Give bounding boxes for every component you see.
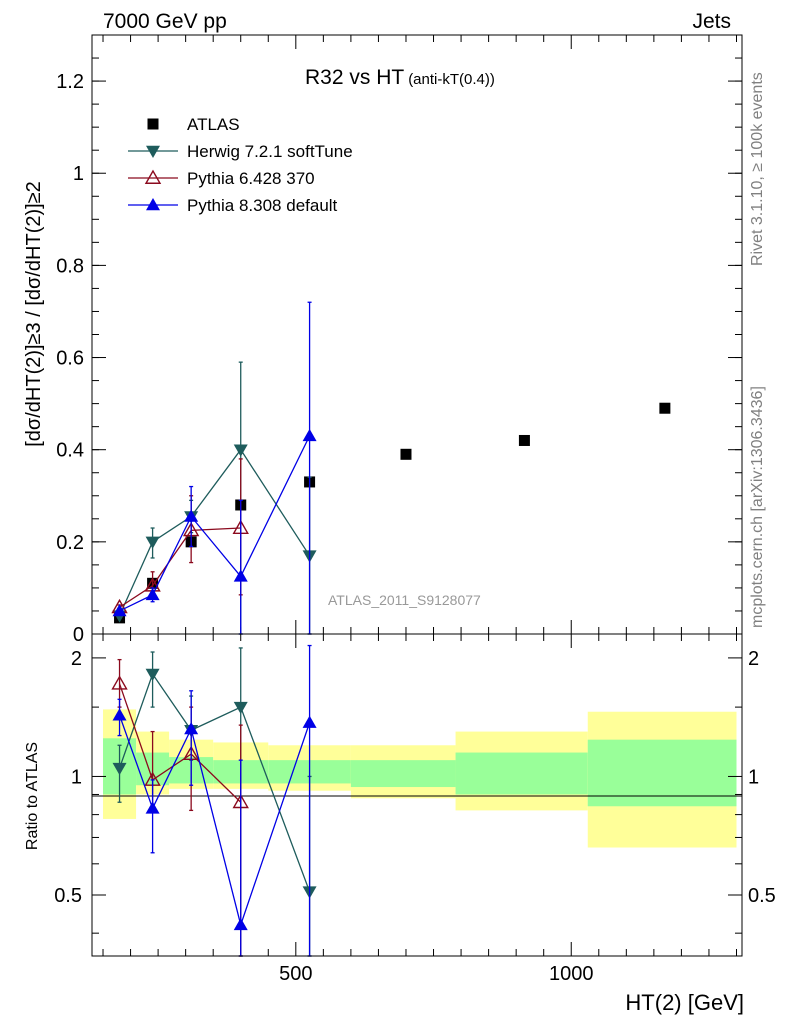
- ratio-data-point: [302, 715, 317, 728]
- ratio-marks: [111, 644, 317, 957]
- data-point: [112, 603, 127, 617]
- main-panel: 0 0.2 0.4 0.6 0.8 1 1.2 R32 vs HT (anti-kT(0.4)…: [23, 34, 743, 646]
- ratio-series-pythia-8-308-default: [112, 644, 317, 957]
- main-ticks: 0 0.2 0.4 0.6 0.8 1 1.2: [56, 34, 742, 646]
- ratio-y-axis-label: Ratio to ATLAS: [24, 742, 41, 850]
- main-y-tick-label: 0: [73, 624, 84, 646]
- data-point: [184, 509, 199, 522]
- legend-marker: [144, 169, 162, 184]
- legend-label: Pythia 8.308 default: [187, 196, 338, 215]
- main-y-tick-label: 0.8: [56, 255, 84, 277]
- series-line: [119, 527, 241, 608]
- ratio-ticks: 0.5 0.5 1 1 2 2 500 1000: [54, 634, 776, 985]
- main-y-tick-label: 1.2: [56, 71, 84, 93]
- legend-label: ATLAS: [187, 115, 240, 134]
- data-point: [518, 434, 530, 446]
- legend-entry-pythia-8-308-default: Pythia 8.308 default: [128, 196, 338, 215]
- ratio-series-herwig-7-2-1-softtune: [112, 647, 317, 957]
- ratio-bands: [103, 709, 737, 848]
- x-tick-label: 500: [279, 963, 312, 985]
- ratio-data-point: [145, 801, 160, 814]
- ratio-data-point: [145, 668, 160, 682]
- ratio-series-line: [118, 683, 242, 803]
- data-point: [302, 428, 317, 442]
- x-tick-label: 1000: [549, 963, 594, 985]
- mcplots-label: mcplots.cern.ch [arXiv:1306.3436]: [749, 386, 766, 628]
- main-y-tick-label: 1: [73, 163, 84, 185]
- legend-label: Herwig 7.2.1 softTune: [187, 142, 353, 161]
- rivet-version-label: Rivet 3.1.10, ≥ 100k events: [749, 72, 766, 266]
- legend-entry-pythia-6-428-370: Pythia 6.428 370: [128, 169, 315, 188]
- legend-entry-herwig-7-2-1-softtune: Herwig 7.2.1 softTune: [128, 142, 353, 161]
- main-title: R32 vs HT (anti-kT(0.4)): [305, 66, 495, 89]
- legend-marker: [146, 145, 160, 158]
- ratio-y-tick-label: 1: [71, 766, 82, 788]
- ratio-data-point: [112, 708, 127, 721]
- main-marks: [111, 301, 671, 635]
- series-pythia-8-308-default: [112, 301, 317, 635]
- ratio-y-tick-label-right: 1: [748, 766, 759, 788]
- header-left: 7000 GeV pp: [103, 10, 227, 33]
- data-point: [233, 569, 248, 582]
- ratio-data-point: [111, 675, 128, 690]
- main-y-tick-label: 0.2: [56, 532, 84, 554]
- header-right: Jets: [692, 10, 731, 33]
- ratio-data-point: [112, 762, 127, 776]
- ratio-data-point: [184, 721, 199, 735]
- legend-label: Pythia 6.428 370: [187, 169, 315, 188]
- uncertainty-band-green: [350, 760, 456, 788]
- uncertainty-band-green: [455, 752, 588, 795]
- ratio-data-point: [233, 917, 248, 931]
- legend: ATLAS Herwig 7.2.1 softTune Pythia 6.428 3…: [128, 115, 353, 215]
- ratio-y-tick-label-right: 0.5: [748, 885, 776, 907]
- data-point: [233, 444, 248, 457]
- ratio-panel: 0.5 0.5 1 1 2 2 500 1000 Ratio to ATLAS HT(2) […: [24, 633, 776, 1015]
- data-point: [145, 536, 160, 549]
- legend-entry-atlas: ATLAS: [147, 115, 240, 134]
- ratio-frame: [91, 633, 743, 957]
- data-point: [145, 587, 160, 601]
- data-point: [659, 402, 671, 414]
- main-y-tick-label: 0.4: [56, 440, 84, 462]
- ratio-y-tick-label-right: 2: [748, 648, 759, 670]
- main-y-tick-label: 0.6: [56, 348, 84, 370]
- data-point: [400, 448, 412, 460]
- ratio-data-point: [233, 701, 248, 715]
- watermark: ATLAS_2011_S9128077: [328, 592, 481, 608]
- legend-marker: [146, 198, 160, 211]
- legend-marker: [147, 118, 159, 130]
- uncertainty-band-green: [587, 739, 737, 807]
- ratio-y-tick-label: 2: [71, 648, 82, 670]
- ratio-y-tick-label: 0.5: [54, 885, 82, 907]
- main-plot-area: [92, 35, 742, 634]
- x-axis-label: HT(2) [GeV]: [625, 990, 744, 1015]
- main-y-axis-label: [dσ/dHT(2)]≥3 / [dσ/dHT(2)]≥2: [23, 181, 45, 447]
